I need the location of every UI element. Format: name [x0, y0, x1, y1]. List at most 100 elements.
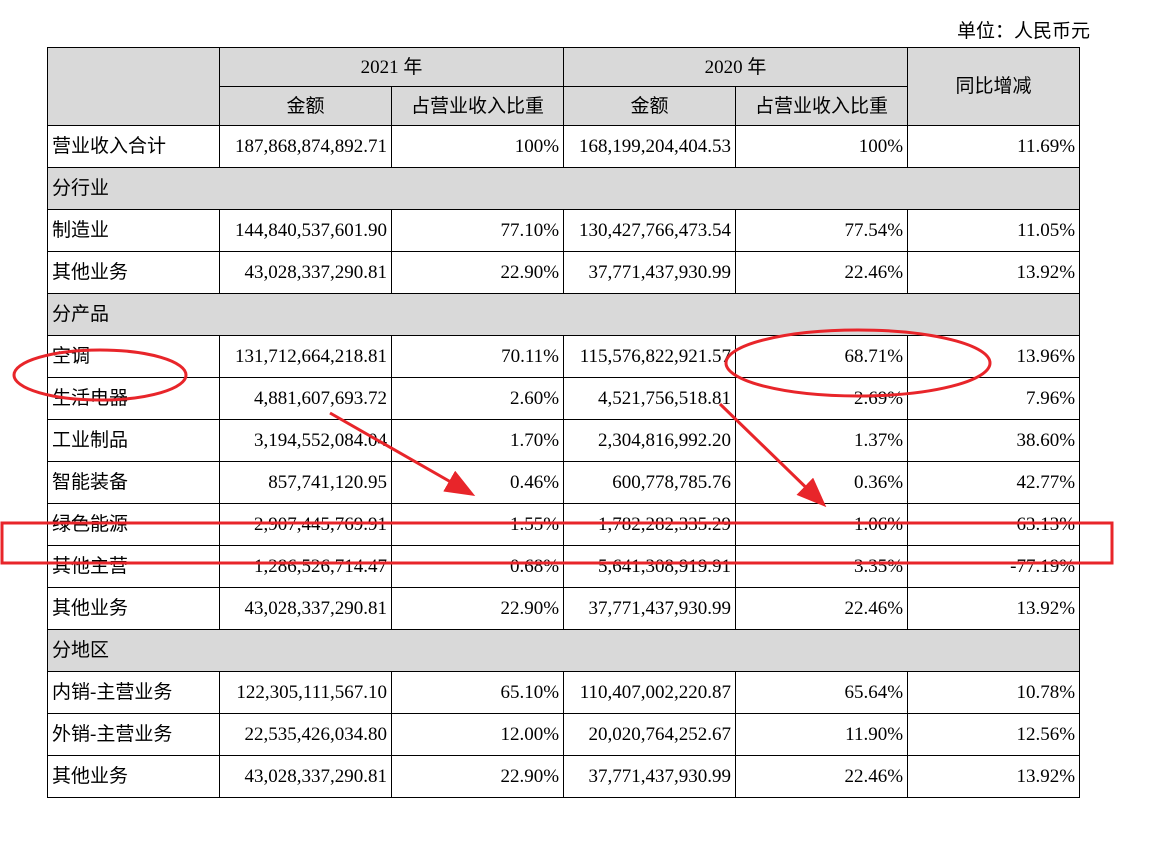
- table-row: 智能装备 857,741,120.95 0.46% 600,778,785.76 0.3…: [47, 461, 1081, 504]
- amount-2020: 37,771,437,930.99: [563, 755, 737, 798]
- yoy-change: 13.92%: [907, 755, 1081, 798]
- row-label: 工业制品: [47, 419, 220, 462]
- header-2021: 2021 年: [218, 47, 565, 87]
- amount-2021: 43,028,337,290.81: [219, 251, 392, 294]
- amount-2021: 4,881,607,693.72: [219, 377, 392, 420]
- amount-2021: 43,028,337,290.81: [219, 587, 392, 630]
- amount-2021: 131,712,664,218.81: [219, 335, 392, 378]
- ratio-2021: 22.90%: [390, 587, 565, 630]
- row-label: 外销-主营业务: [47, 713, 220, 756]
- ratio-2020: 3.35%: [735, 545, 909, 588]
- revenue-table: 2021 年 2020 年 同比增减 金额 占营业收入比重 金额 占营业收入比重…: [46, 47, 1081, 798]
- row-label: 其他业务: [47, 587, 220, 630]
- yoy-change: 11.69%: [907, 125, 1081, 168]
- ratio-2021: 77.10%: [390, 209, 565, 252]
- table-row: 生活电器 4,881,607,693.72 2.60% 4,521,756,518.8…: [47, 377, 1081, 420]
- amount-2020: 37,771,437,930.99: [563, 587, 737, 630]
- row-label: 其他业务: [47, 251, 220, 294]
- yoy-change: 13.96%: [907, 335, 1081, 378]
- section-row: 分产品: [46, 293, 1081, 336]
- yoy-change: 7.96%: [907, 377, 1081, 420]
- ratio-2021: 2.60%: [390, 377, 565, 420]
- yoy-change: 42.77%: [907, 461, 1081, 504]
- header-ratio-2020: 占营业收入比重: [735, 86, 909, 126]
- ratio-2021: 100%: [390, 125, 565, 168]
- table-row: 制造业 144,840,537,601.90 77.10% 130,427,766,4…: [47, 209, 1081, 252]
- ratio-2020: 11.90%: [735, 713, 909, 756]
- row-label: 空调: [47, 335, 220, 378]
- header-yoy: 同比增减: [907, 47, 1081, 126]
- row-label: 制造业: [47, 209, 220, 252]
- yoy-change: 13.92%: [907, 251, 1081, 294]
- amount-2021: 3,194,552,084.04: [219, 419, 392, 462]
- table-row-total: 营业收入合计 187,868,874,892.71 100% 168,199,2…: [47, 125, 1081, 168]
- ratio-2020: 22.46%: [735, 251, 909, 294]
- amount-2021: 122,305,111,567.10: [219, 671, 392, 714]
- amount-2021: 187,868,874,892.71: [219, 125, 392, 168]
- amount-2021: 22,535,426,034.80: [219, 713, 392, 756]
- section-title: 分行业: [46, 167, 1081, 210]
- ratio-2021: 1.55%: [390, 503, 565, 546]
- header-row-cols: 金额 占营业收入比重 金额 占营业收入比重: [48, 86, 1080, 126]
- row-label: 智能装备: [47, 461, 220, 504]
- section-title: 分产品: [46, 293, 1081, 336]
- row-label: 绿色能源: [47, 503, 220, 546]
- amount-2021: 43,028,337,290.81: [219, 755, 392, 798]
- row-label: 其他业务: [47, 755, 220, 798]
- yoy-change: 63.13%: [907, 503, 1081, 546]
- amount-2020: 168,199,204,404.53: [563, 125, 737, 168]
- header-2020: 2020 年: [563, 47, 909, 87]
- ratio-2020: 100%: [735, 125, 909, 168]
- header-ratio-2021: 占营业收入比重: [390, 86, 565, 126]
- table-row: 其他业务 43,028,337,290.81 22.90% 37,771,437,93…: [47, 587, 1081, 630]
- ratio-2020: 77.54%: [735, 209, 909, 252]
- amount-2020: 5,641,308,919.91: [563, 545, 737, 588]
- ratio-2020: 2.69%: [735, 377, 909, 420]
- header-amount-2021: 金额: [219, 86, 392, 126]
- header-row-years: 2021 年 2020 年 同比增减: [47, 47, 1081, 126]
- ratio-2021: 70.11%: [390, 335, 565, 378]
- ratio-2021: 1.70%: [390, 419, 565, 462]
- amount-2020: 1,782,282,335.29: [563, 503, 737, 546]
- amount-2020: 20,020,764,252.67: [563, 713, 737, 756]
- ratio-2020: 68.71%: [735, 335, 909, 378]
- table-row: 绿色能源 2,907,445,769.91 1.55% 1,782,282,335.2…: [47, 503, 1081, 546]
- amount-2020: 110,407,002,220.87: [563, 671, 737, 714]
- row-label: 内销-主营业务: [47, 671, 220, 714]
- table-row: 其他主营 1,286,526,714.47 0.68% 5,641,308,919.9…: [47, 545, 1081, 588]
- table-row: 其他业务 43,028,337,290.81 22.90% 37,771,437,93…: [47, 251, 1081, 294]
- ratio-2021: 0.46%: [390, 461, 565, 504]
- ratio-2021: 12.00%: [390, 713, 565, 756]
- yoy-change: 38.60%: [907, 419, 1081, 462]
- table-row: 外销-主营业务 22,535,426,034.80 12.00% 20,020,764…: [47, 713, 1081, 756]
- ratio-2021: 65.10%: [390, 671, 565, 714]
- unit-label: 单位：人民币元: [956, 21, 1090, 42]
- amount-2021: 144,840,537,601.90: [219, 209, 392, 252]
- amount-2021: 2,907,445,769.91: [219, 503, 392, 546]
- table-row: 内销-主营业务 122,305,111,567.10 65.10% 110,407,0…: [47, 671, 1081, 714]
- amount-2020: 600,778,785.76: [563, 461, 737, 504]
- section-row: 分地区: [46, 629, 1081, 672]
- ratio-2021: 0.68%: [390, 545, 565, 588]
- table-row: 空调 131,712,664,218.81 70.11% 115,576,822,92…: [47, 335, 1081, 378]
- ratio-2020: 22.46%: [735, 755, 909, 798]
- row-label: 其他主营: [47, 545, 220, 588]
- section-row: 分行业: [46, 167, 1081, 210]
- ratio-2020: 65.64%: [735, 671, 909, 714]
- header-amount-2020: 金额: [563, 86, 737, 126]
- ratio-2020: 1.06%: [735, 503, 909, 546]
- amount-2021: 1,286,526,714.47: [219, 545, 392, 588]
- amount-2020: 115,576,822,921.57: [563, 335, 737, 378]
- yoy-change: -77.19%: [907, 545, 1081, 588]
- amount-2021: 857,741,120.95: [219, 461, 392, 504]
- yoy-change: 11.05%: [907, 209, 1081, 252]
- amount-2020: 2,304,816,992.20: [563, 419, 737, 462]
- table-row: 工业制品 3,194,552,084.04 1.70% 2,304,816,992.2…: [47, 419, 1081, 462]
- ratio-2020: 22.46%: [735, 587, 909, 630]
- yoy-change: 10.78%: [907, 671, 1081, 714]
- ratio-2020: 1.37%: [735, 419, 909, 462]
- table-row: 其他业务 43,028,337,290.81 22.90% 37,771,437,93…: [47, 755, 1081, 798]
- section-title: 分地区: [46, 629, 1081, 672]
- amount-2020: 130,427,766,473.54: [563, 209, 737, 252]
- header-blank-cell: [47, 47, 220, 126]
